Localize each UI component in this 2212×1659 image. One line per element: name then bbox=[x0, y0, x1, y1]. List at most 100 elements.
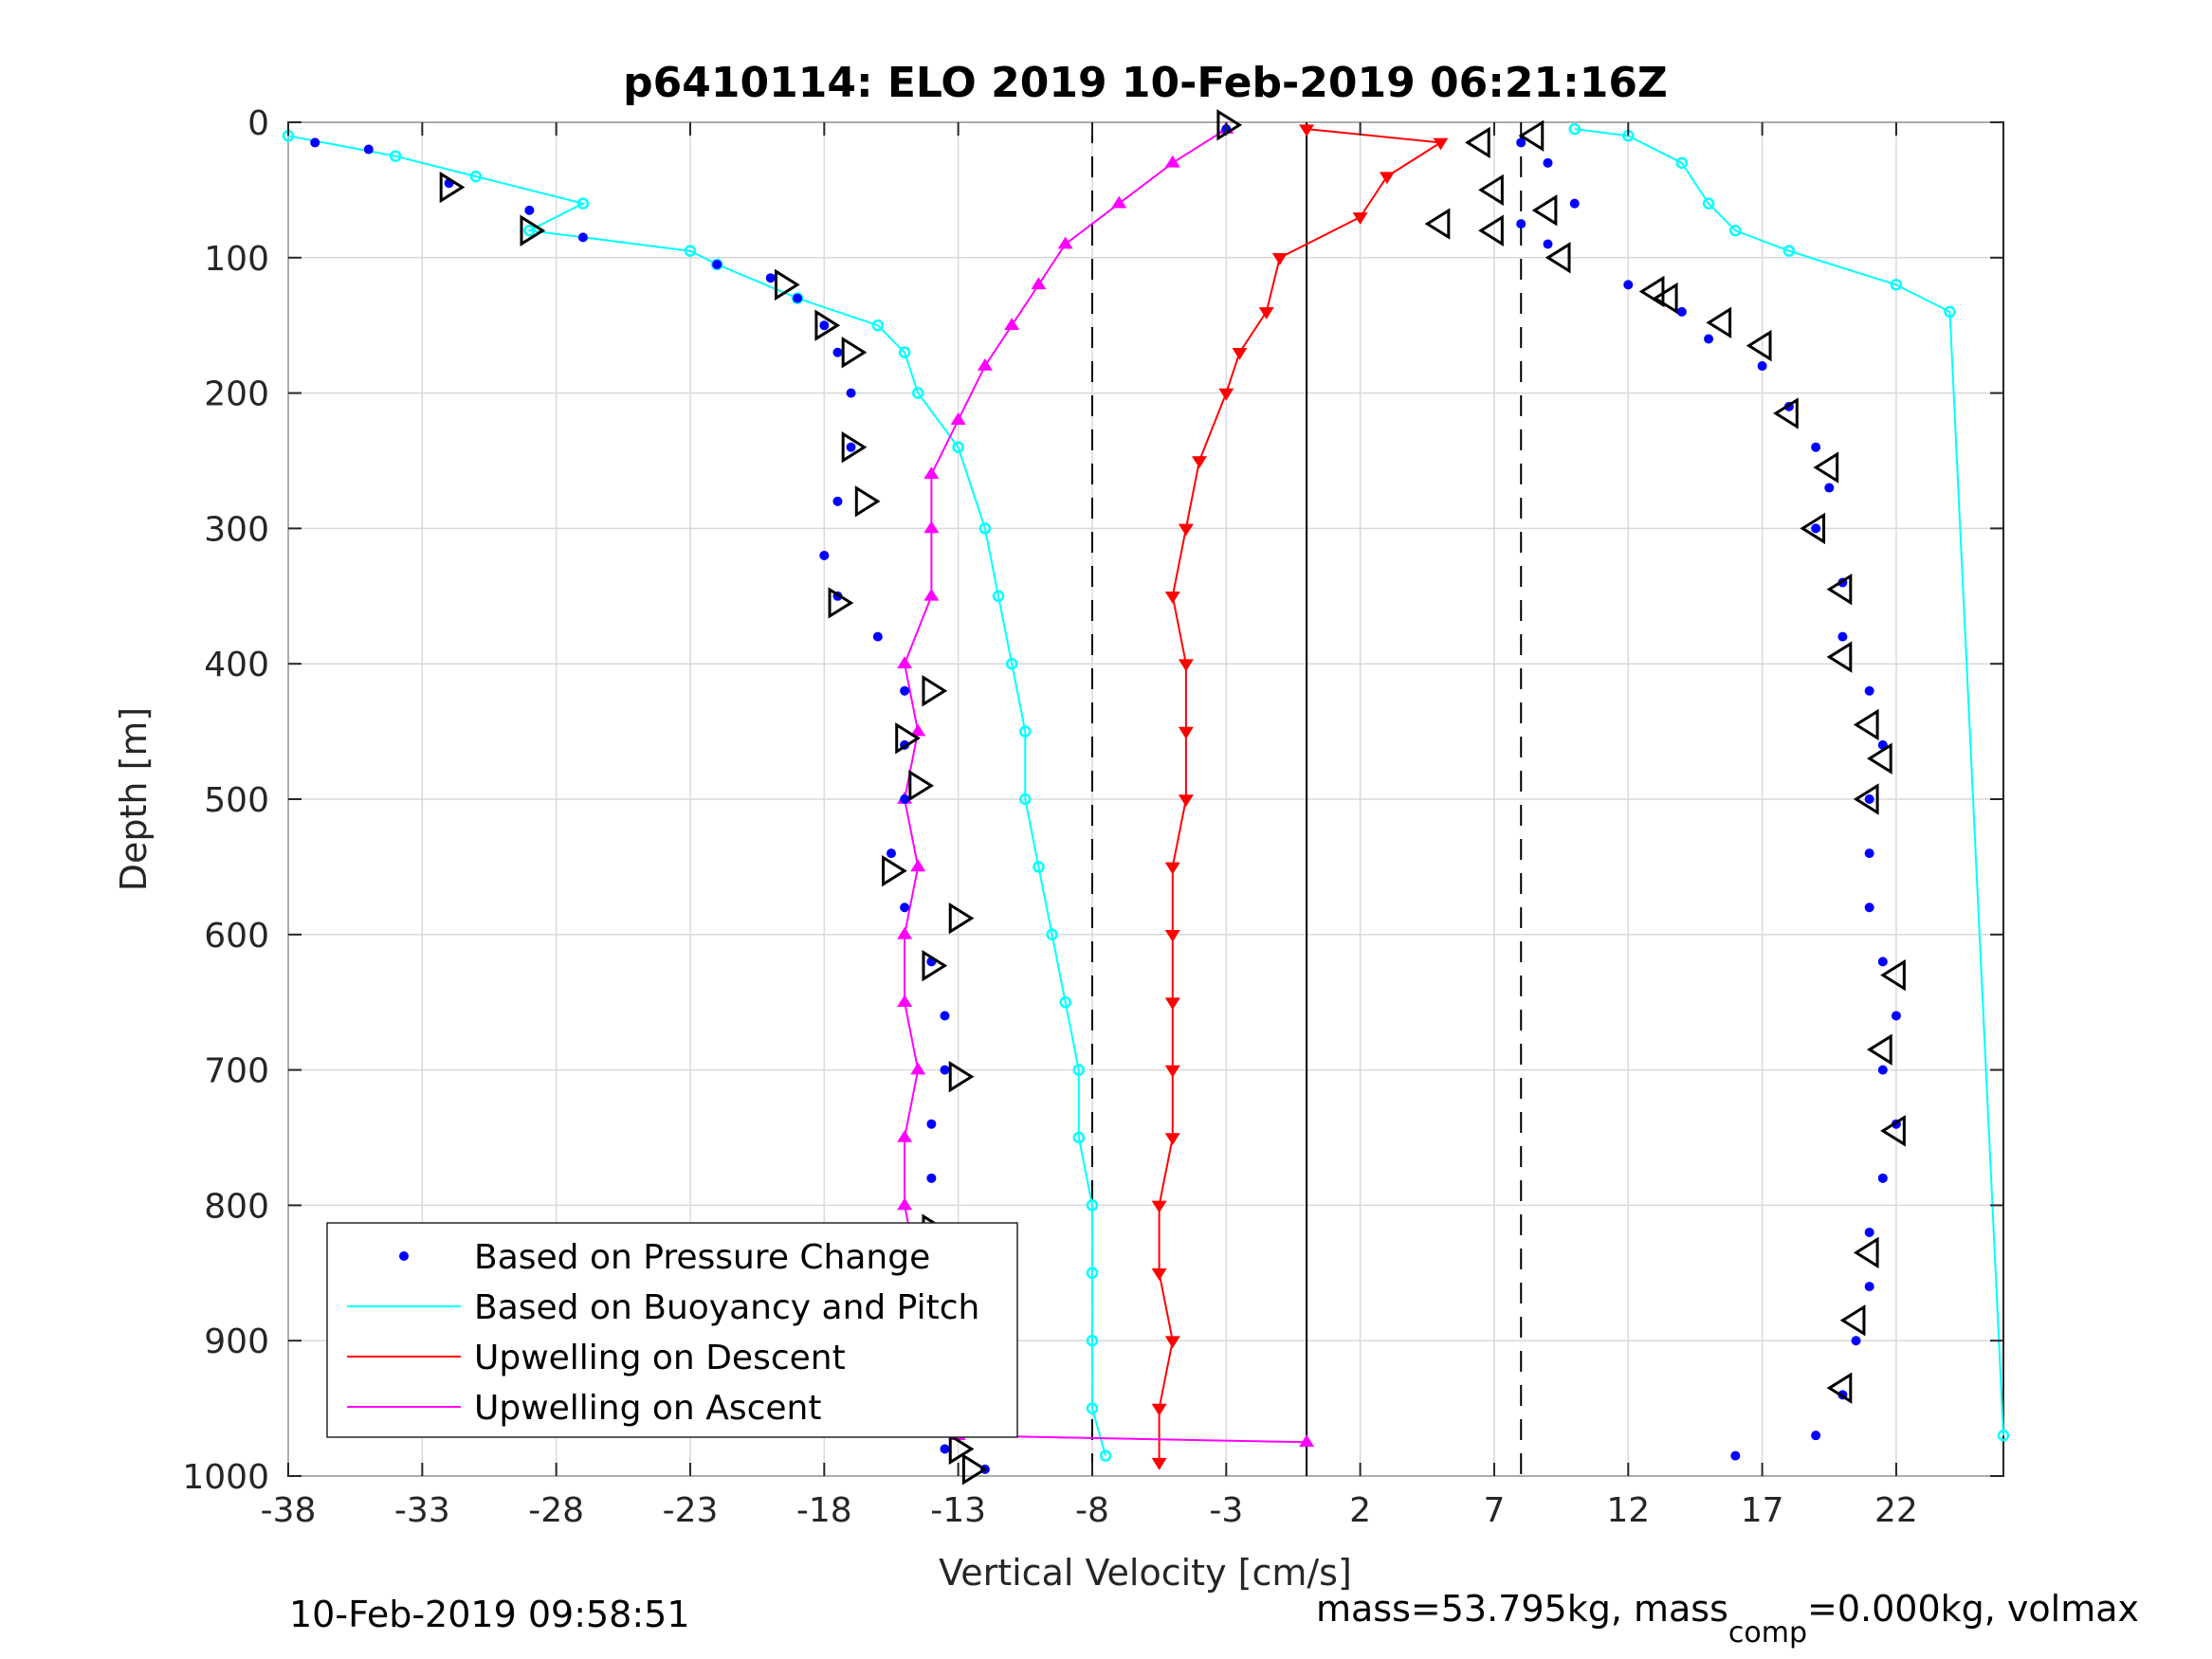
pressure-change-point bbox=[1704, 334, 1714, 344]
direction-marker bbox=[841, 337, 868, 369]
y-tick-label: 800 bbox=[204, 1187, 269, 1226]
legend-label: Upwelling on Descent bbox=[474, 1339, 846, 1377]
footer-timestamp: 10-Feb-2019 09:58:51 bbox=[289, 1594, 690, 1635]
y-tick-label: 1000 bbox=[182, 1458, 269, 1497]
x-tick-label: -28 bbox=[528, 1491, 584, 1530]
upwelling-descent-point bbox=[1164, 862, 1180, 875]
upwelling-ascent-point bbox=[923, 588, 940, 601]
upwelling-descent-point bbox=[1352, 212, 1368, 225]
direction-marker bbox=[1545, 242, 1571, 274]
direction-marker bbox=[775, 268, 800, 301]
legend-label: Upwelling on Ascent bbox=[474, 1389, 821, 1428]
buoyancy-pitch-point bbox=[1782, 245, 1796, 257]
direction-marker bbox=[1880, 958, 1906, 992]
y-tick-label: 300 bbox=[204, 510, 269, 549]
direction-marker bbox=[1826, 573, 1853, 606]
buoyancy-pitch-point bbox=[1005, 657, 1018, 670]
upwelling-ascent-point bbox=[1004, 318, 1020, 330]
pressure-change-point bbox=[577, 232, 588, 243]
pressure-change-point bbox=[524, 205, 535, 215]
buoyancy-pitch-line bbox=[1574, 128, 2004, 1436]
pressure-change-point bbox=[900, 902, 910, 913]
direction-marker bbox=[948, 902, 975, 935]
buoyancy-pitch-point bbox=[911, 387, 924, 399]
buoyancy-pitch-point bbox=[1019, 793, 1032, 806]
x-axis-label: Vertical Velocity [cm/s] bbox=[939, 1552, 1352, 1594]
buoyancy-pitch-point bbox=[1072, 1131, 1086, 1144]
direction-marker bbox=[1839, 1304, 1866, 1337]
pressure-change-point bbox=[1811, 523, 1821, 534]
upwelling-ascent-point bbox=[1057, 236, 1073, 249]
buoyancy-pitch-point bbox=[1568, 122, 1581, 136]
upwelling-descent-point bbox=[1178, 523, 1194, 537]
upwelling-descent-point bbox=[1164, 592, 1180, 604]
pressure-change-point bbox=[793, 293, 803, 303]
pressure-change-point bbox=[846, 442, 856, 452]
y-tick-label: 100 bbox=[204, 240, 269, 279]
pressure-change-point bbox=[940, 1065, 950, 1075]
direction-marker bbox=[961, 1453, 988, 1486]
direction-marker bbox=[948, 1432, 975, 1466]
upwelling-descent-point bbox=[1151, 1403, 1167, 1416]
direction-marker bbox=[1478, 214, 1504, 246]
direction-marker bbox=[1826, 1372, 1853, 1404]
upwelling-descent-point bbox=[1178, 659, 1194, 672]
mass-subscript: comp bbox=[1728, 1616, 1807, 1650]
upwelling-descent-point bbox=[1164, 997, 1180, 1011]
y-axis-ticks: 0 100 200 300 400 500 600 700 800 900 1000 bbox=[182, 104, 2003, 1497]
pressure-change-point bbox=[1864, 848, 1874, 859]
direction-marker bbox=[841, 431, 868, 464]
upwelling-descent-point bbox=[1151, 1268, 1167, 1281]
direction-marker bbox=[1800, 512, 1826, 545]
pressure-change-point bbox=[1569, 198, 1580, 209]
pressure-change-point bbox=[1676, 306, 1687, 317]
pressure-change-point bbox=[1824, 483, 1835, 493]
pressure-change-point bbox=[1837, 631, 1848, 642]
direction-marker bbox=[1826, 641, 1853, 673]
pressure-change-point bbox=[926, 1173, 937, 1183]
buoyancy-pitch-point bbox=[1086, 1199, 1099, 1212]
direction-marker bbox=[1746, 329, 1772, 362]
legend-label: Based on Pressure Change bbox=[474, 1238, 930, 1277]
upwelling-descent-point bbox=[1151, 1200, 1167, 1213]
buoyancy-pitch-point bbox=[1072, 1064, 1086, 1076]
pressure-change-point bbox=[1864, 1282, 1874, 1292]
buoyancy-pitch-point bbox=[1890, 279, 1903, 291]
direction-marker bbox=[922, 949, 948, 982]
buoyancy-pitch-point bbox=[389, 150, 402, 162]
x-tick-label: 17 bbox=[1741, 1491, 1784, 1530]
y-tick-label: 600 bbox=[204, 917, 269, 956]
x-tick-label: -3 bbox=[1209, 1491, 1243, 1530]
buoyancy-pitch-point bbox=[1944, 305, 1956, 319]
buoyancy-pitch-point bbox=[1086, 1334, 1099, 1347]
x-tick-label: 2 bbox=[1349, 1491, 1371, 1530]
mass-prefix: mass=53.795kg, mass bbox=[1316, 1588, 1728, 1630]
direction-marker bbox=[1853, 783, 1879, 815]
pressure-change-point bbox=[926, 1119, 937, 1129]
y-tick-label: 500 bbox=[204, 781, 269, 820]
direction-marker bbox=[1518, 119, 1545, 152]
upwelling-ascent-point bbox=[910, 1062, 926, 1075]
pressure-change-point bbox=[1757, 361, 1767, 372]
y-tick-label: 400 bbox=[204, 646, 269, 684]
y-axis-label: Depth [m] bbox=[113, 707, 155, 892]
direction-marker bbox=[1880, 1115, 1906, 1147]
direction-marker bbox=[439, 171, 466, 204]
pressure-change-point bbox=[1864, 902, 1874, 913]
pressure-change-point bbox=[363, 144, 374, 155]
direction-marker bbox=[1424, 208, 1451, 240]
buoyancy-pitch-point bbox=[992, 590, 1005, 603]
upwelling-descent-point bbox=[1164, 1336, 1180, 1349]
buoyancy-pitch-point bbox=[469, 170, 483, 183]
buoyancy-pitch-point bbox=[1086, 1267, 1099, 1280]
upwelling-ascent-point bbox=[1111, 195, 1127, 209]
x-tick-label: 7 bbox=[1484, 1491, 1506, 1530]
upwelling-descent-point bbox=[1164, 1133, 1180, 1145]
upwelling-ascent-point bbox=[1031, 277, 1047, 290]
pressure-change-point bbox=[1864, 1227, 1874, 1237]
pressure-change-point bbox=[900, 794, 910, 804]
chart-title: p6410114: ELO 2019 10-Feb-2019 06:21:16Z bbox=[623, 59, 1668, 107]
upwelling-ascent-point bbox=[923, 520, 940, 534]
upwelling-ascent-point bbox=[1164, 155, 1180, 168]
buoyancy-pitch-point bbox=[898, 346, 911, 359]
